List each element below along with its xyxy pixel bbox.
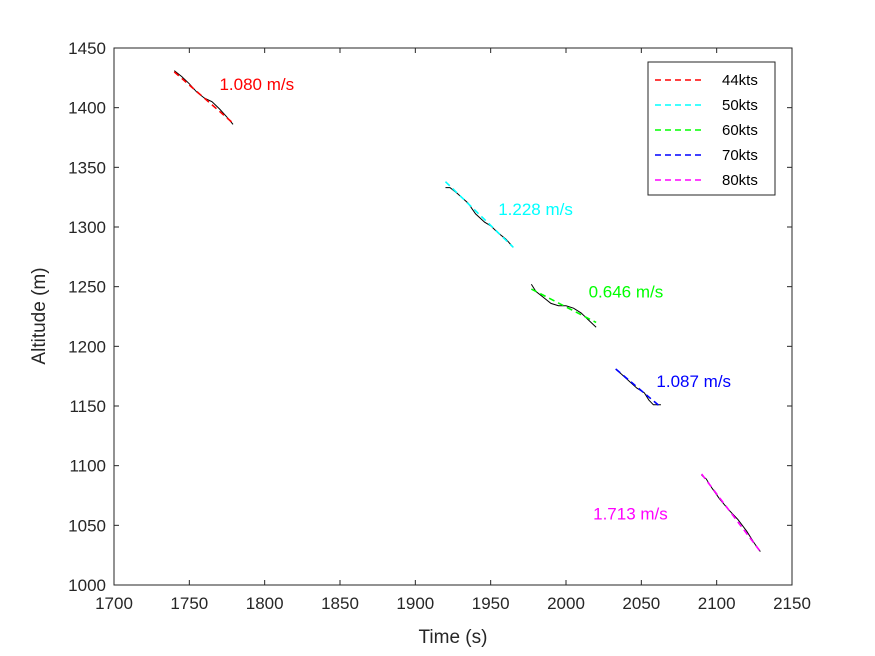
fit-line-80kts bbox=[700, 473, 761, 553]
rate-annotation-44kts: 1.080 m/s bbox=[219, 75, 294, 94]
x-tick-label: 1900 bbox=[396, 594, 434, 613]
x-tick-label: 1800 bbox=[246, 594, 284, 613]
fit-line-60kts bbox=[530, 288, 597, 324]
legend-label-70kts: 70kts bbox=[722, 147, 758, 164]
legend-label-44kts: 44kts bbox=[722, 72, 758, 89]
y-tick-label: 1000 bbox=[68, 576, 106, 595]
legend: 44kts 50kts 60kts 70kts 80kts bbox=[647, 61, 776, 196]
measured-line-70kts bbox=[615, 368, 661, 406]
y-tick-label: 1050 bbox=[68, 516, 106, 535]
x-axis-label: Time (s) bbox=[419, 627, 488, 648]
x-tick-label: 2000 bbox=[547, 594, 585, 613]
y-tick-label: 1350 bbox=[68, 158, 106, 177]
x-tick-label: 1950 bbox=[472, 594, 510, 613]
legend-box bbox=[647, 61, 776, 196]
measured-line-44kts bbox=[173, 70, 234, 125]
y-tick-label: 1200 bbox=[68, 337, 106, 356]
rate-annotation-60kts: 0.646 m/s bbox=[589, 282, 664, 301]
x-tick-label: 2050 bbox=[622, 594, 660, 613]
y-axis-label: Altitude (m) bbox=[29, 267, 50, 364]
rate-annotation-50kts: 1.228 m/s bbox=[498, 200, 573, 219]
y-tick-label: 1300 bbox=[68, 218, 106, 237]
x-tick-label: 1850 bbox=[321, 594, 359, 613]
legend-label-50kts: 50kts bbox=[722, 97, 758, 114]
legend-label-60kts: 60kts bbox=[722, 122, 758, 139]
fit-line-50kts bbox=[444, 181, 514, 248]
y-tick-label: 1250 bbox=[68, 278, 106, 297]
rate-annotation-80kts: 1.713 m/s bbox=[593, 504, 668, 523]
x-tick-label: 1750 bbox=[170, 594, 208, 613]
legend-label-80kts: 80kts bbox=[722, 172, 758, 189]
x-tick-label: 2150 bbox=[773, 594, 811, 613]
y-tick-label: 1400 bbox=[68, 99, 106, 118]
fit-line-44kts bbox=[173, 71, 234, 124]
y-tick-label: 1450 bbox=[68, 39, 106, 58]
rate-annotation-70kts: 1.087 m/s bbox=[656, 372, 731, 391]
x-tick-label: 2100 bbox=[698, 594, 736, 613]
x-tick-label: 1700 bbox=[95, 594, 133, 613]
y-tick-label: 1150 bbox=[69, 397, 106, 416]
y-tick-label: 1100 bbox=[69, 457, 106, 476]
